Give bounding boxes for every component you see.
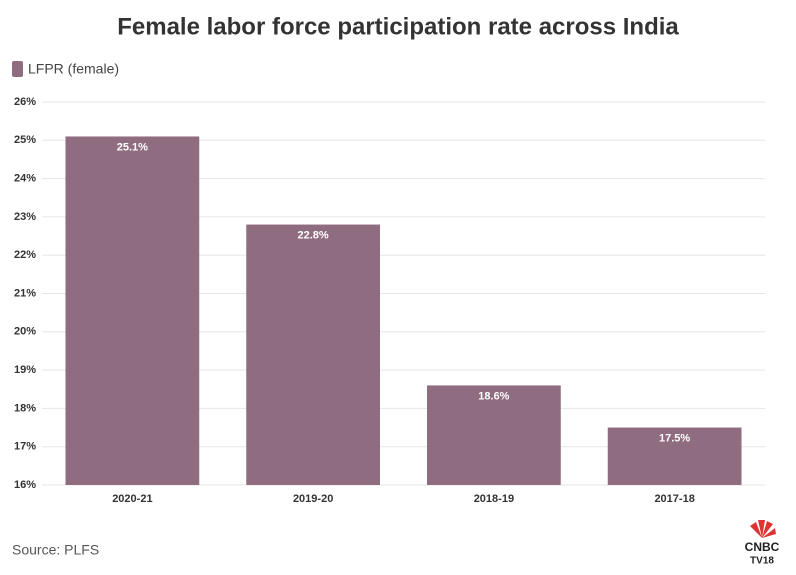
x-tick-label: 2020-21 bbox=[112, 493, 152, 505]
y-tick-label: 22% bbox=[14, 249, 36, 261]
logo-text: CNBC bbox=[745, 540, 780, 554]
data-label: 17.5% bbox=[659, 432, 690, 444]
bar bbox=[65, 136, 200, 485]
data-label: 25.1% bbox=[117, 141, 148, 153]
y-tick-label: 16% bbox=[14, 479, 36, 491]
y-tick-label: 25% bbox=[14, 134, 36, 146]
data-label: 18.6% bbox=[478, 390, 509, 402]
legend-swatch bbox=[12, 61, 23, 77]
y-tick-label: 17% bbox=[14, 441, 36, 453]
bar bbox=[246, 224, 381, 485]
logo-text: TV18 bbox=[750, 556, 774, 567]
legend-label: LFPR (female) bbox=[28, 61, 119, 77]
y-tick-label: 19% bbox=[14, 364, 36, 376]
y-tick-label: 18% bbox=[14, 402, 36, 414]
y-tick-label: 20% bbox=[14, 326, 36, 338]
y-tick-label: 23% bbox=[14, 211, 36, 223]
x-tick-label: 2019-20 bbox=[293, 493, 333, 505]
x-tick-label: 2017-18 bbox=[654, 493, 694, 505]
y-tick-label: 24% bbox=[14, 173, 36, 185]
y-tick-label: 26% bbox=[14, 96, 36, 108]
source: Source: PLFS bbox=[12, 542, 99, 558]
x-tick-label: 2018-19 bbox=[474, 493, 514, 505]
logo: CNBC TV18 bbox=[745, 520, 780, 567]
chart-title: Female labor force participation rate ac… bbox=[117, 13, 679, 40]
bar bbox=[607, 427, 742, 485]
data-label: 22.8% bbox=[298, 229, 329, 241]
logo-icon bbox=[750, 520, 776, 538]
y-tick-label: 21% bbox=[14, 287, 36, 299]
bar bbox=[426, 385, 561, 485]
